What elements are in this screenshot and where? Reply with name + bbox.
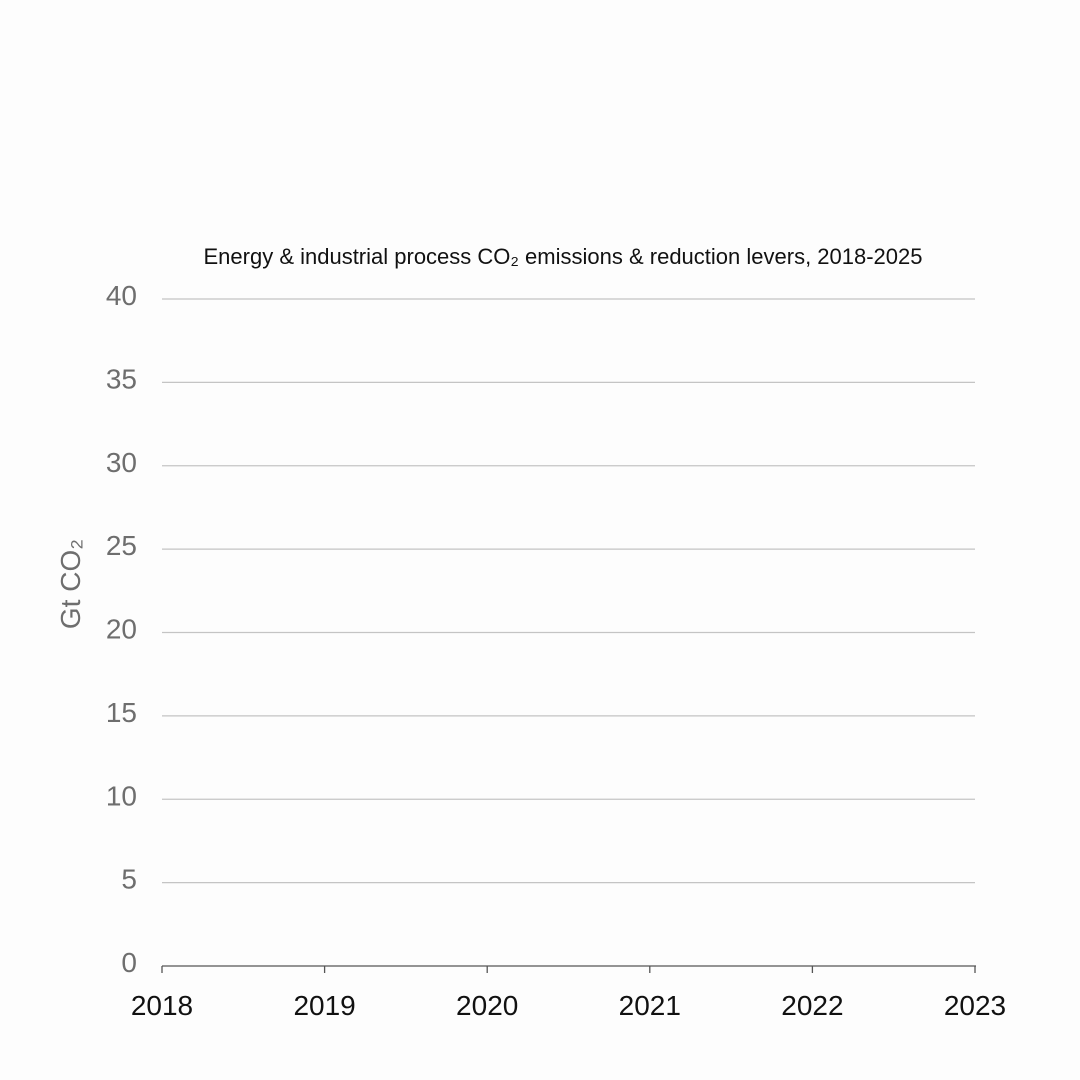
y-tick-label: 10: [106, 780, 137, 811]
chart-title: Energy & industrial process CO₂ emission…: [203, 244, 923, 269]
y-tick-label: 40: [106, 280, 137, 311]
gridlines: [162, 298, 975, 884]
y-tick-label: 25: [106, 530, 137, 561]
y-tick-label: 30: [106, 447, 137, 478]
y-tick-label: 15: [106, 697, 137, 728]
x-tick-label: 2020: [456, 990, 518, 1021]
y-axis-ticks: 0 5 10 15 20 25 30 35 40: [106, 280, 137, 978]
x-axis-ticks: 2018 2019 2020 2021 2022 2023: [131, 966, 1006, 1021]
y-axis-label: Gt CO₂: [55, 539, 86, 629]
x-tick-label: 2022: [781, 990, 843, 1021]
x-tick-label: 2018: [131, 990, 193, 1021]
y-tick-label: 20: [106, 614, 137, 645]
x-tick-label: 2023: [944, 990, 1006, 1021]
x-tick-label: 2021: [619, 990, 681, 1021]
y-tick-label: 35: [106, 363, 137, 394]
y-tick-label: 0: [121, 947, 137, 978]
x-tick-label: 2019: [293, 990, 355, 1021]
y-tick-label: 5: [121, 864, 137, 895]
